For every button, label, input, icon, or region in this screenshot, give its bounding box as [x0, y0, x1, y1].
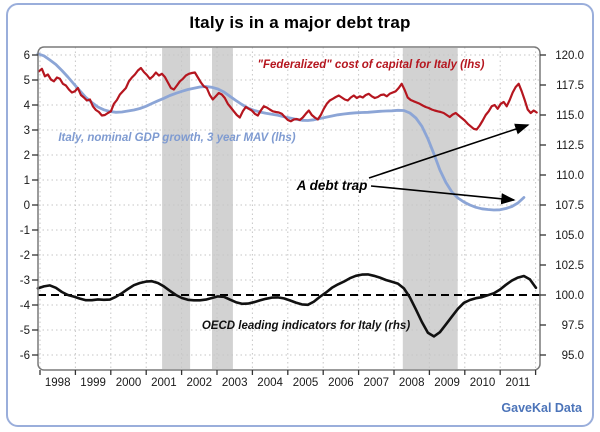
y-right-tick-label: 95.0 [562, 350, 584, 362]
x-tick-label: 1998 [45, 377, 71, 389]
y-left-tick-label: -6 [20, 350, 30, 362]
y-left-tick-label: 2 [24, 150, 30, 162]
series-red-cost-of-capital [37, 66, 538, 131]
x-tick-label: 2006 [328, 377, 354, 389]
y-right-tick-label: 115.0 [556, 110, 584, 122]
x-tick-label: 2009 [434, 377, 460, 389]
y-left-tick-label: -3 [20, 275, 30, 287]
recession-band [162, 48, 191, 369]
y-left-tick-label: -5 [20, 325, 30, 337]
y-right-tick-label: 100.0 [555, 290, 584, 302]
series-blue-gdp-growth [36, 52, 526, 212]
y-right-tick-label: 117.5 [556, 80, 584, 92]
y-right-tick-label: 110.0 [556, 170, 584, 182]
x-tick-label: 2003 [222, 377, 248, 389]
y-left-tick-label: -2 [20, 250, 30, 262]
y-right-tick-label: 107.5 [555, 200, 584, 212]
x-tick-label: 2010 [470, 377, 496, 389]
y-left-tick-label: -4 [20, 300, 31, 312]
x-tick-label: 2007 [364, 377, 390, 389]
y-right-tick-label: 105.0 [555, 230, 584, 242]
y-left-tick-label: 4 [24, 100, 31, 112]
x-tick-label: 2000 [116, 377, 142, 389]
debt-trap-arrow-to-blue [370, 185, 516, 205]
x-tick-label: 2008 [399, 377, 425, 389]
y-right-tick-label: 97.5 [562, 320, 584, 332]
y-left-tick-label: -1 [20, 225, 30, 237]
y-left-tick-label: 1 [24, 175, 30, 187]
source-credit: GaveKal Data [501, 401, 582, 415]
x-tick-label: 2011 [506, 377, 531, 389]
blue-series-label: Italy, nominal GDP growth, 3 year MAV (l… [58, 132, 295, 144]
chart-title: Italy is in a major debt trap [189, 13, 411, 32]
debt-trap-label: A debt trap [296, 178, 368, 193]
y-right-tick-label: 120.0 [555, 50, 584, 62]
x-tick-label: 2001 [151, 377, 177, 389]
y-right-tick-label: 102.5 [555, 260, 584, 272]
annotations: "Federalized" cost of capital for Italy … [58, 59, 484, 332]
y-left-tick-label: 0 [24, 200, 30, 212]
series-black-oecd-indicator [36, 273, 538, 338]
y-left-tick-label: 5 [24, 75, 30, 87]
x-tick-label: 1999 [80, 377, 106, 389]
x-tick-label: 2002 [187, 377, 213, 389]
plot-border [37, 46, 541, 371]
y-left-tick-label: 6 [24, 50, 30, 62]
black-series-label: OECD leading indicators for Italy (rhs) [202, 320, 410, 332]
x-tick-label: 2005 [293, 377, 319, 389]
debt-trap-arrow-to-red [368, 123, 530, 179]
x-tick-label: 2004 [257, 377, 283, 389]
y-right-tick-label: 112.5 [556, 140, 584, 152]
red-series-label: "Federalized" cost of capital for Italy … [258, 59, 485, 71]
y-left-tick-label: 3 [24, 125, 30, 137]
axes: 6 5 4 3 2 1 0 -1 -2 -3 -4 -5 -6 120.0 117.5 115.0 112.5 1… [20, 50, 584, 389]
